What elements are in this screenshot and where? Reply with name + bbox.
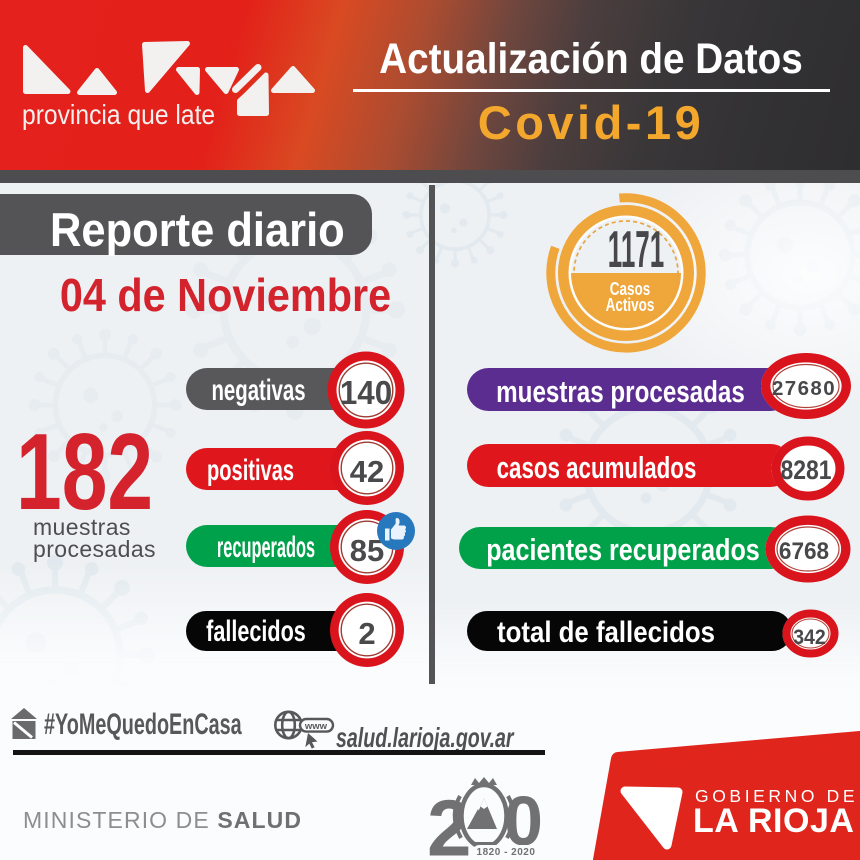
svg-text:LA RIOJA: LA RIOJA <box>693 802 854 840</box>
svg-text:1820 - 2020: 1820 - 2020 <box>477 847 536 858</box>
svg-text:GOBIERNO DE: GOBIERNO DE <box>695 786 858 806</box>
svg-text:www: www <box>304 721 328 732</box>
